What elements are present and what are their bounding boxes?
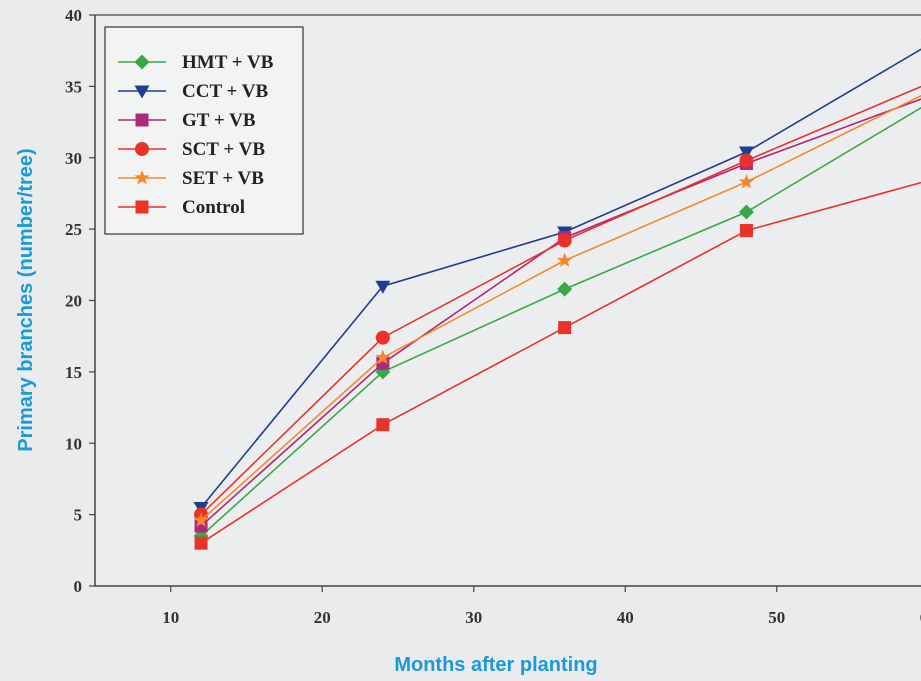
data-point: [375, 349, 391, 365]
x-tick-label: 10: [162, 608, 179, 627]
x-tick-label: 50: [768, 608, 785, 627]
legend-item: SCT + VB: [118, 139, 265, 160]
series-layer: [193, 39, 921, 550]
data-point: [193, 512, 209, 527]
legend-label: SET + VB: [182, 168, 264, 189]
data-point: [738, 146, 754, 160]
y-axis-title: Primary branches (number/tree): [15, 148, 37, 451]
legend-marker: [135, 200, 149, 214]
data-point: [375, 280, 391, 294]
legend-label: HMT + VB: [182, 52, 274, 73]
data-point: [738, 204, 754, 220]
data-point: [558, 321, 572, 335]
x-tick-label: 40: [617, 608, 634, 627]
x-tick-label: 20: [314, 608, 331, 627]
series-5: [194, 181, 921, 550]
y-tick-label: 10: [65, 434, 82, 453]
y-tick-label: 40: [65, 6, 82, 25]
legend-label: Control: [182, 197, 245, 218]
x-axis-title: Months after planting: [394, 654, 597, 676]
legend-marker: [135, 142, 149, 156]
x-tick-label: 60: [920, 608, 921, 627]
legend-label: CCT + VB: [182, 81, 268, 102]
data-point: [557, 281, 573, 297]
axes: 0 5 10 15 20 25 30 35 40 10 20 30 40 50 60: [65, 6, 921, 627]
legend-item: HMT + VB: [118, 52, 274, 73]
data-point: [376, 418, 390, 432]
data-point: [557, 252, 573, 267]
y-tick-label: 35: [65, 77, 82, 96]
legend-item: Control: [118, 197, 245, 218]
data-point: [557, 233, 572, 248]
legend-marker: [134, 54, 150, 70]
x-tick-label: 30: [465, 608, 482, 627]
y-tick-label: 20: [65, 292, 82, 311]
legend-marker: [135, 113, 149, 127]
legend-marker: [134, 170, 150, 185]
legend-label: SCT + VB: [182, 139, 265, 160]
legend-item: GT + VB: [118, 110, 256, 131]
data-point: [739, 153, 754, 168]
legend-item: CCT + VB: [118, 81, 268, 102]
y-tick-label: 0: [74, 577, 83, 596]
data-point: [738, 174, 755, 189]
data-point: [194, 536, 208, 550]
y-tick-label: 25: [65, 220, 82, 239]
legend: HMT + VB CCT + VB GT + VB SCT + VB SET + VB C…: [104, 26, 304, 235]
y-tick-label: 30: [65, 149, 82, 168]
legend-label: GT + VB: [182, 110, 256, 131]
legend-item: SET + VB: [118, 168, 264, 189]
y-tick-label: 5: [74, 506, 83, 525]
y-tick-label: 15: [65, 363, 82, 382]
legend-marker: [134, 85, 150, 99]
data-point: [375, 330, 390, 345]
data-point: [739, 224, 753, 238]
